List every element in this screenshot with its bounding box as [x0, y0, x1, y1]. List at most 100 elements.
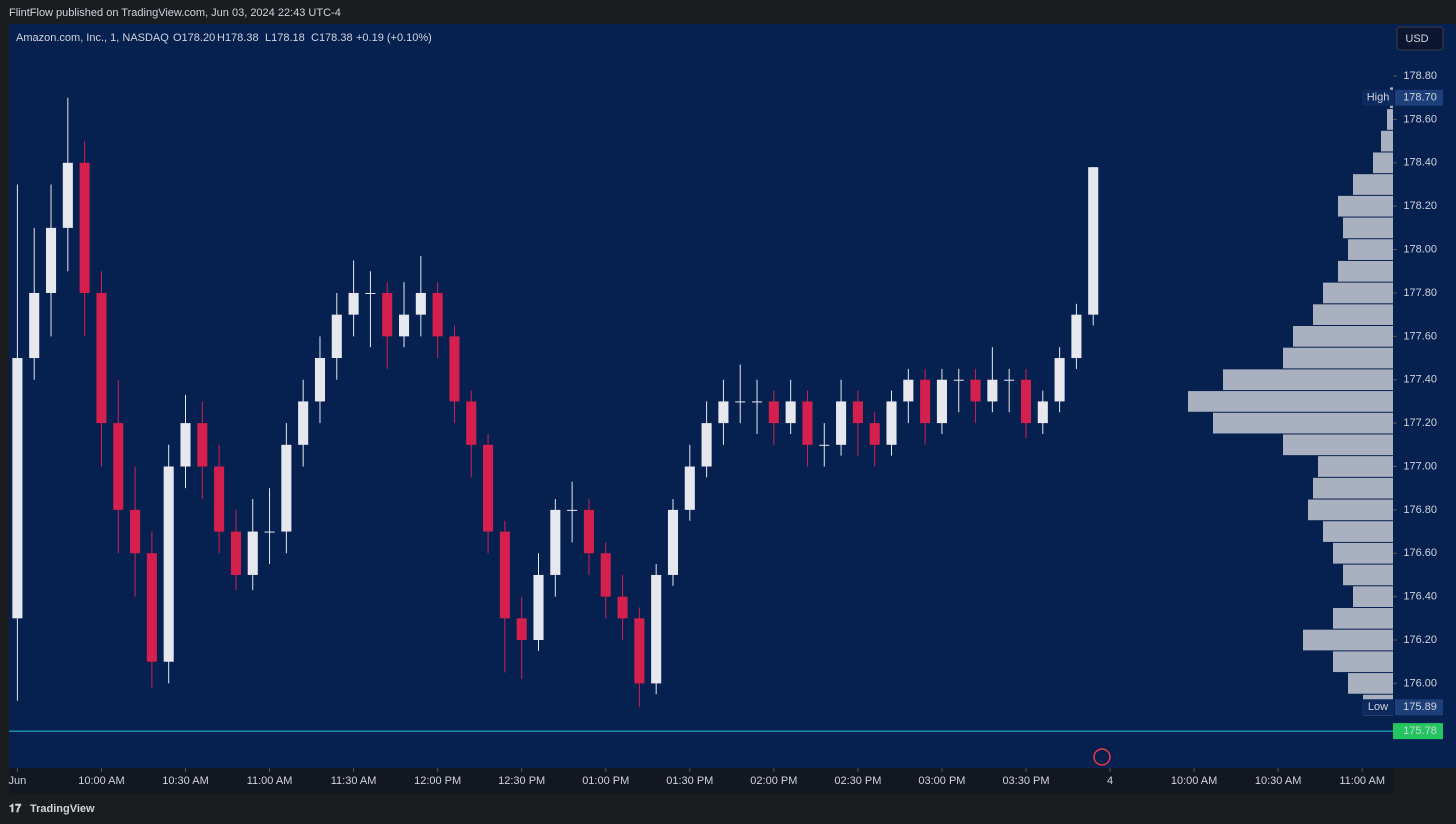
volume-bar — [1313, 477, 1393, 499]
volume-bar — [1353, 586, 1393, 607]
candle-body — [1020, 379, 1032, 424]
candle-body — [886, 401, 897, 445]
candle-body — [550, 509, 561, 575]
candle-body — [920, 379, 931, 424]
currency[interactable]: USD — [1405, 33, 1428, 45]
candle-body — [936, 379, 947, 424]
volume-bar — [1343, 217, 1393, 239]
y-tick-label: 176.60 — [1403, 547, 1437, 559]
candle-body — [567, 509, 578, 511]
volume-bar — [1343, 564, 1393, 586]
volume-bar — [1213, 412, 1393, 434]
candle-body — [365, 292, 376, 294]
volume-bar — [1223, 369, 1393, 391]
x-tick-label: 02:30 PM — [834, 775, 881, 787]
y-tick-label: 177.80 — [1403, 287, 1437, 299]
high-name-box — [1362, 89, 1394, 106]
x-tick-label: 01:30 PM — [666, 775, 713, 787]
x-tick-label: 02:00 PM — [750, 775, 797, 787]
x-tick-label: 01:00 PM — [582, 775, 629, 787]
candle-body — [684, 466, 695, 510]
candle-body — [331, 314, 342, 359]
volume-bar — [1323, 521, 1393, 542]
x-tick-label: 03:30 PM — [1002, 775, 1049, 787]
candle-body — [230, 531, 241, 575]
volume-bar — [1333, 542, 1393, 564]
y-tick-label: 178.60 — [1403, 113, 1437, 125]
candle-body — [903, 379, 914, 402]
candle-body — [382, 292, 393, 337]
candle-body — [432, 292, 443, 337]
x-tick-label: 03:00 PM — [918, 775, 965, 787]
candle-body — [398, 314, 410, 337]
volume-bar — [1373, 152, 1393, 174]
candle-body — [1004, 379, 1015, 381]
candle-body — [281, 444, 292, 532]
candle-body — [516, 618, 527, 641]
candle-body — [970, 379, 981, 402]
y-tick-label: 177.00 — [1403, 460, 1437, 472]
time-axis — [9, 768, 1393, 793]
y-tick-label: 176.00 — [1403, 677, 1437, 689]
candle-body — [802, 401, 813, 445]
candle-body — [62, 162, 73, 228]
candle-body — [79, 162, 90, 293]
candle-body — [163, 466, 174, 662]
candle-body — [466, 401, 477, 445]
publisher: FlintFlow published on TradingView.com, … — [9, 7, 341, 19]
candle-body — [617, 596, 628, 619]
candle-body — [146, 553, 157, 662]
legend-open: O178.20 — [173, 32, 215, 44]
y-tick-label: 178.40 — [1403, 157, 1437, 169]
candle-body — [449, 336, 460, 402]
high-value-box — [1395, 89, 1443, 106]
volume-bar — [1338, 195, 1393, 217]
volume-bar — [1348, 239, 1393, 260]
legend-high: H178.38 — [217, 32, 259, 44]
candle-body — [12, 358, 23, 619]
legend-close: C178.38 — [311, 32, 353, 44]
x-tick-label: 11:00 AM — [247, 775, 293, 787]
candle-body — [987, 379, 998, 402]
x-tick-label: 11:30 AM — [331, 775, 377, 787]
y-tick-label: 177.60 — [1403, 330, 1437, 342]
candle-body — [113, 423, 124, 510]
low-value: 175.89 — [1403, 701, 1437, 713]
legend-change: +0.19 (+0.10%) — [356, 32, 432, 44]
y-tick-label: 177.20 — [1403, 417, 1437, 429]
volume-bar — [1387, 109, 1393, 130]
candle-body — [701, 423, 712, 467]
x-tick-label: 12:00 PM — [414, 775, 461, 787]
x-tick-label: 12:30 PM — [498, 775, 545, 787]
candle-body — [130, 509, 141, 554]
candle-body — [483, 444, 494, 532]
x-tick-label: 4 — [1107, 775, 1113, 787]
y-tick-label: 177.40 — [1403, 374, 1437, 386]
price-label-box — [1393, 723, 1443, 740]
candle-body — [348, 292, 359, 315]
price-label: 175.78 — [1403, 725, 1437, 737]
candle-body — [533, 574, 544, 641]
volume-bar — [1333, 607, 1393, 629]
event-icon[interactable] — [1093, 748, 1111, 766]
candle-body — [1071, 314, 1082, 359]
symbol: Amazon.com, Inc., 1, NASDAQ — [16, 32, 169, 44]
candle-body — [1054, 358, 1065, 402]
y-tick-label: 178.20 — [1403, 200, 1437, 212]
y-tick-label: 178.00 — [1403, 243, 1437, 255]
logo: 𝟏𝟕 — [9, 803, 22, 815]
volume-bar — [1353, 174, 1393, 195]
x-tick-label: 10:00 AM — [1171, 775, 1217, 787]
candle-body — [214, 466, 225, 532]
candle-body — [735, 401, 746, 403]
y-tick-label: 176.80 — [1403, 504, 1437, 516]
high-value: 178.70 — [1403, 92, 1437, 104]
currency-box[interactable] — [1396, 26, 1444, 51]
candle-body — [768, 401, 779, 424]
candle-body — [819, 444, 830, 446]
low-name-box — [1362, 699, 1394, 716]
candle-body — [953, 379, 964, 381]
candle-body — [415, 292, 426, 315]
candle-body — [651, 574, 662, 684]
